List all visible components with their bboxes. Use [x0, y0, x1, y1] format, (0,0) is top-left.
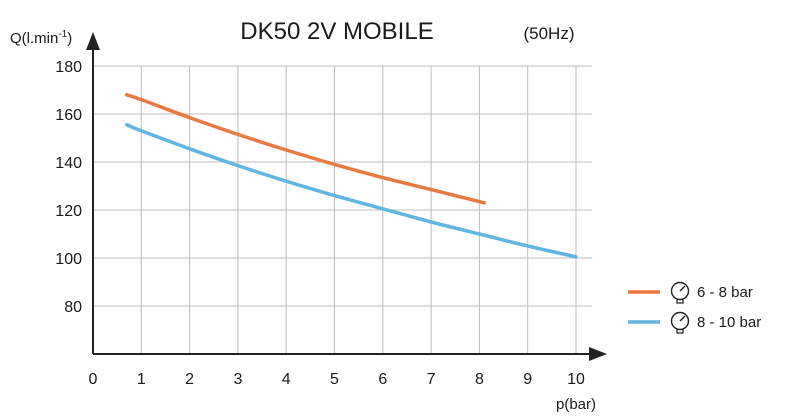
y-tick-label: 120: [55, 203, 82, 220]
y-tick-label: 100: [55, 251, 82, 268]
y-tick-label: 80: [64, 299, 82, 316]
x-tick-label: 9: [523, 371, 532, 388]
y-axis-arrow: [86, 32, 100, 50]
y-axis-label-superscript: -1: [58, 29, 67, 40]
legend-label: 6 - 8 bar: [697, 284, 753, 301]
x-tick-label: 6: [378, 371, 387, 388]
series-line-2: [125, 123, 578, 259]
series-line-1: [125, 93, 486, 205]
pressure-gauge-icon: [670, 281, 690, 304]
y-tick-label: 180: [55, 59, 82, 76]
x-tick-label: 0: [89, 371, 98, 388]
x-tick-label: 8: [475, 371, 484, 388]
y-axis-label: Q(l.min-1): [10, 29, 72, 47]
x-tick-label: 4: [282, 371, 291, 388]
chart-subtitle: (50Hz): [523, 24, 574, 43]
x-tick-label: 7: [427, 371, 436, 388]
y-axis-label-main: Q(l.min: [10, 30, 58, 47]
y-tick-label: 160: [55, 107, 82, 124]
x-tick-label: 1: [137, 371, 146, 388]
pressure-gauge-icon: [670, 311, 690, 334]
x-tick-label: 5: [330, 371, 339, 388]
axes: [86, 32, 607, 361]
legend-label: 8 - 10 bar: [697, 314, 761, 331]
y-tick-label: 140: [55, 155, 82, 172]
x-tick-label: 2: [185, 371, 194, 388]
legend: 6 - 8 bar 8 - 10 bar: [628, 281, 761, 334]
x-axis-label: p(bar): [556, 396, 596, 413]
x-tick-label: 3: [233, 371, 242, 388]
x-axis-arrow: [589, 347, 607, 361]
y-axis-label-close: ): [67, 30, 72, 47]
tick-labels: 0 1 2 3 4 5 6 7 8 9 10 80 100 120 140 160 180: [55, 59, 585, 388]
series: [125, 93, 578, 259]
x-tick-label: 10: [567, 371, 585, 388]
chart-title: DK50 2V MOBILE: [240, 18, 433, 45]
